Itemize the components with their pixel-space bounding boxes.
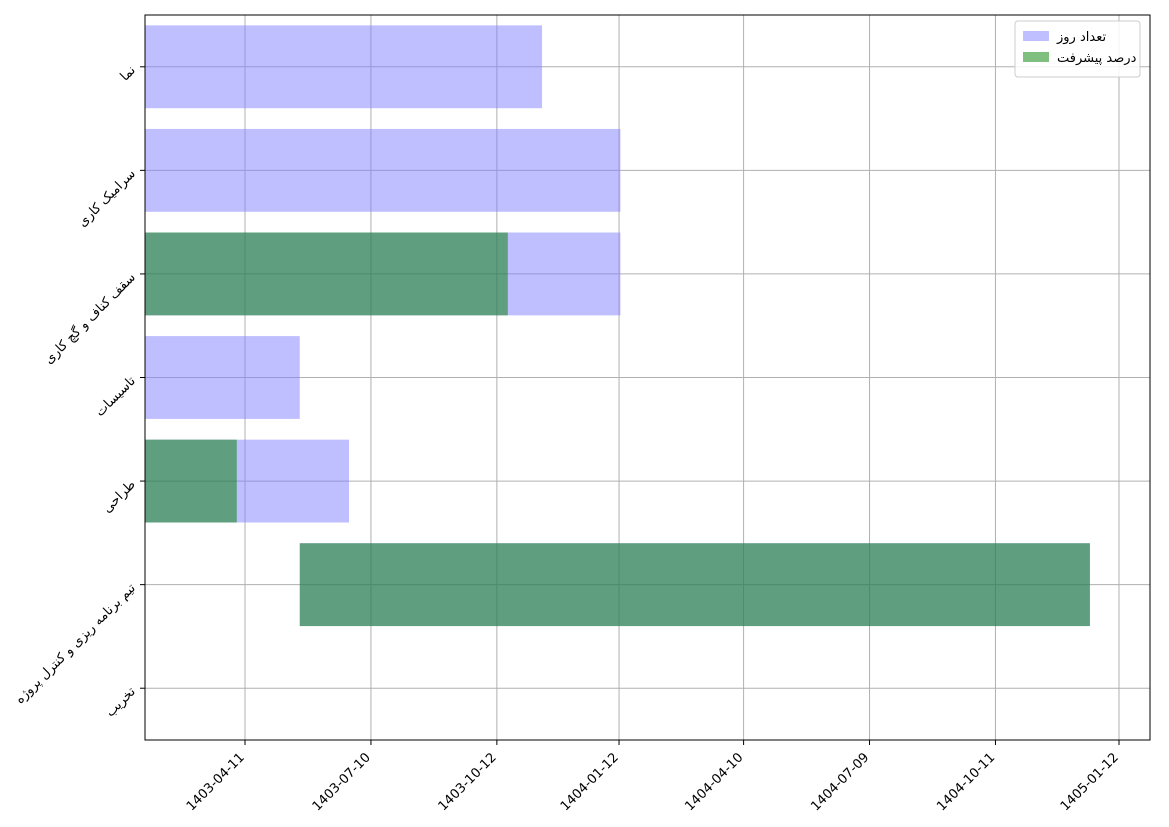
x-axis-ticks: 1403-04-11 1403-07-10 1403-10-12 1404-01-12… bbox=[184, 740, 1122, 814]
legend: تعداد روز درصد پیشرفت bbox=[1014, 20, 1141, 78]
legend-label: درصد پیشرفت bbox=[1057, 51, 1137, 66]
legend-swatch bbox=[1023, 52, 1049, 62]
legend-swatch bbox=[1023, 31, 1049, 41]
x-tick-label: 1404-10-11 bbox=[934, 750, 998, 814]
y-axis-ticks: نما سرامیک کاری سقف کناف و گچ کاری تاسیسات ط… bbox=[13, 63, 145, 720]
progress-bar bbox=[145, 439, 237, 523]
legend-label: تعداد روز bbox=[1056, 30, 1106, 45]
duration-bar bbox=[145, 25, 543, 109]
y-tick-label: تیم برنامه ریزی و کنترل پروژه bbox=[13, 581, 139, 707]
y-tick-label: سقف کناف و گچ کاری bbox=[41, 269, 139, 367]
x-tick-label: 1404-04-10 bbox=[682, 750, 746, 814]
x-tick-label: 1403-10-12 bbox=[436, 750, 500, 814]
bars bbox=[145, 25, 1090, 627]
duration-bar bbox=[145, 128, 621, 212]
duration-bar bbox=[145, 336, 300, 419]
x-tick-label: 1403-07-10 bbox=[310, 750, 374, 814]
x-tick-label: 1405-01-12 bbox=[1058, 750, 1122, 814]
y-tick-label: طراحی bbox=[100, 477, 139, 516]
x-tick-label: 1404-07-09 bbox=[808, 750, 872, 814]
y-tick-label: تخریب bbox=[103, 684, 139, 720]
y-tick-label: نما bbox=[118, 63, 139, 84]
y-tick-label: تاسیسات bbox=[93, 373, 139, 419]
x-tick-label: 1403-04-11 bbox=[184, 750, 248, 814]
progress-bar bbox=[145, 232, 508, 316]
y-tick-label: سرامیک کاری bbox=[75, 167, 139, 231]
x-tick-label: 1404-01-12 bbox=[558, 750, 622, 814]
progress-bar bbox=[299, 543, 1090, 627]
